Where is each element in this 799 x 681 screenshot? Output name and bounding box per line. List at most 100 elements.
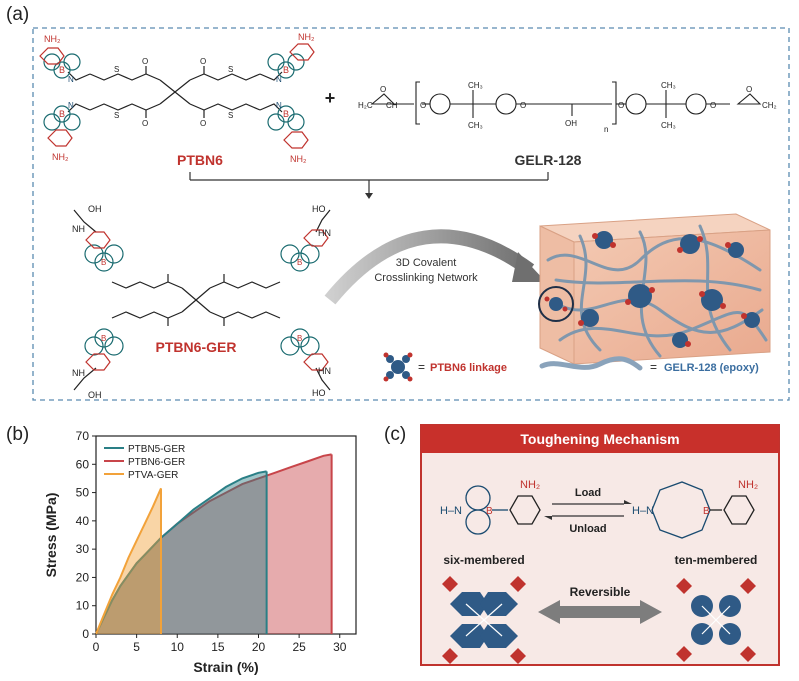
chart-series-areas [95,453,333,635]
gelr-ch3-3: CH₃ [661,81,676,90]
ger-b-br: B [297,334,302,343]
gelr-o-1: O [420,101,426,110]
s-1: S [228,65,233,74]
x-tick-label: 0 [93,640,100,654]
ger-oh-tl: OH [88,204,102,214]
chart-legend: PTBN5-GER PTBN6-GER PTVA-GER [104,444,185,481]
series-area-ptbn6-ger [96,454,332,634]
y-tick-label: 30 [76,542,90,556]
mechanism-title: Toughening Mechanism [520,431,679,447]
panel-label-a: (a) [6,4,30,25]
panel-a-figure: NH₂ NH₂ NH₂ NH₂ B B B B N N N N O O O O … [32,27,790,401]
ger-cage-tr [280,229,329,272]
y-tick-label: 50 [76,486,90,500]
b-br: B [283,109,289,119]
ten-nh2: NH₂ [738,479,758,491]
crosslink-arrowhead [512,252,546,282]
crosslink-arrow [324,229,535,305]
six-membered-cluster-icon [442,576,526,664]
legend-epoxy-eq: = [650,360,657,374]
ptbn6-structure [67,66,283,118]
gelr-h2c-left: H₂C [358,101,373,110]
gelr-o-left: O [380,85,386,94]
ptbn6-cage-tr [267,43,315,79]
n-br: N [276,101,282,110]
reverse-arrowhead [544,516,552,520]
gelr-ch3-1: CH₃ [468,81,483,90]
arrow-text-2: Crosslinking Network [374,272,478,284]
ten-membered-label: ten-membered [675,553,758,567]
ger-cage-br [280,328,329,371]
ger-hn-tr: HN [318,228,331,238]
legend-epoxy-text: GELR-128 (epoxy) [664,362,759,374]
toughening-mechanism-panel: Toughening Mechanism H–N B NH₂ Load Unlo… [420,424,780,666]
panel-label-c: (c) [384,424,407,445]
gelr-ch-left: CH [386,101,398,110]
ger-b-tr: B [297,258,302,267]
y-tick-label: 40 [76,514,90,528]
x-tick-label: 25 [292,640,306,654]
load-label: Load [575,487,601,499]
network-box [538,213,771,365]
gelr-o-2: O [520,101,526,110]
n-tr: N [276,75,282,84]
x-tick-label: 10 [171,640,185,654]
magnifier-circle [538,286,574,322]
x-tick-label: 30 [333,640,347,654]
ger-cage-bl [84,328,124,371]
gelr-ch2-right: CH₂ [762,101,777,110]
ger-ho-br: HO [312,388,326,398]
arrow-text-1: 3D Covalent [396,257,457,269]
ten-b: B [703,506,710,517]
ger-nh-tl: NH [72,224,85,234]
gelr-n: n [604,125,608,134]
reversible-arrow [538,600,662,624]
forward-arrowhead [624,500,632,504]
y-tick-label: 60 [76,457,90,471]
ptbn6-ger-label: PTBN6-GER [156,339,237,355]
b-bl: B [59,109,65,119]
gelr128-label: GELR-128 [515,152,582,168]
x-tick-label: 20 [252,640,266,654]
y-tick-label: 70 [76,429,90,443]
ger-b-bl: B [101,334,106,343]
ger-nh-bl: NH [72,368,85,378]
ger-oh-bl: OH [88,390,102,400]
gelr-oh: OH [565,119,577,128]
legend-label: PTBN5-GER [128,444,185,455]
ten-membered-cluster-icon [676,578,756,662]
plus-sign: + [325,88,336,108]
series-area-ptbn5-ger [96,471,267,634]
b-tl: B [59,65,65,75]
o-1: O [200,57,206,66]
legend-linkage-icon [383,352,413,382]
reversible-label: Reversible [570,585,631,599]
s-2: S [114,65,119,74]
equilibrium-arrows [552,503,624,517]
n-bl: N [68,101,74,110]
y-tick-label: 20 [76,570,90,584]
nh2-bl: NH₂ [52,152,69,162]
gelr128-structure [370,81,762,125]
nh2-br: NH₂ [290,154,307,164]
panel-label-b: (b) [6,424,30,445]
chart-axes: 0 5 10 15 20 25 30 0 10 20 30 40 50 60 70 Strain (%) Str… [43,429,347,675]
ger-hn-br: HN [318,366,331,376]
gelr-ch3-4: CH₃ [661,121,676,130]
legend-epoxy-icon [539,356,643,371]
o-3: O [200,119,206,128]
ptbn6-label: PTBN6 [177,152,223,168]
gelr-o-4: O [710,101,716,110]
ptbn6-cage-bl [43,105,81,147]
nh2-tr: NH₂ [298,32,315,42]
unload-label: Unload [569,523,606,535]
join-arrowhead [365,193,373,199]
six-nh2: NH₂ [520,479,540,491]
y-tick-label: 0 [82,627,89,641]
ptbn6-ger-structure [73,209,331,391]
network-clusters [578,231,760,348]
b-tr: B [283,65,289,75]
s-4: S [114,111,119,120]
ten-hn: H–N [632,505,654,517]
s-3: S [228,111,233,120]
